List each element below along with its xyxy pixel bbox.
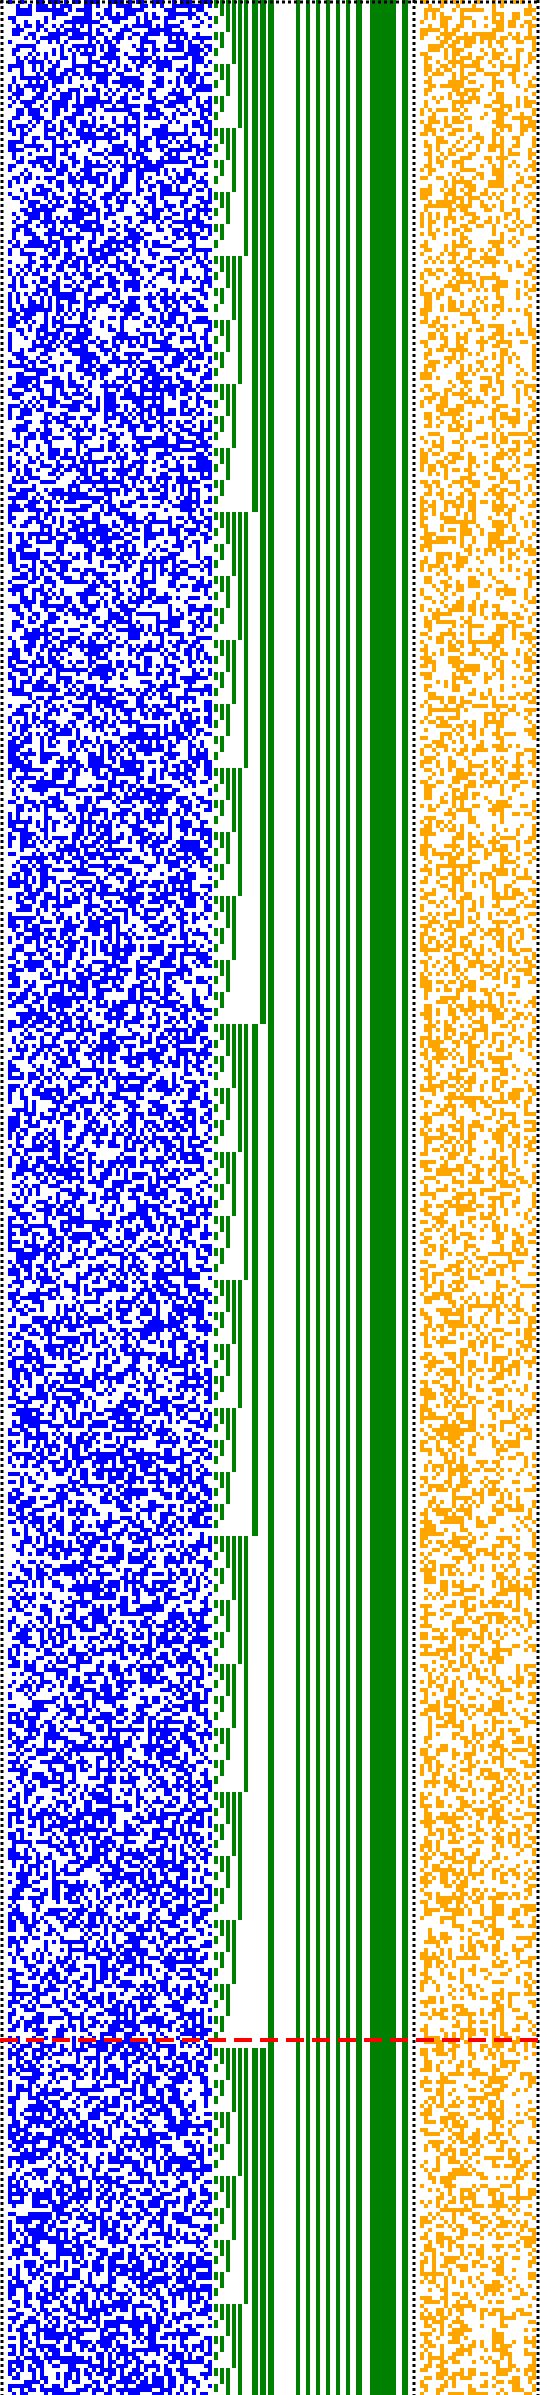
secondary-bits-panel xyxy=(420,0,536,2395)
counter-staircase-panel xyxy=(214,0,408,2395)
random-bits-panel xyxy=(8,0,212,2395)
random-bit-cells xyxy=(8,0,212,2395)
secondary-bit-cells xyxy=(420,0,536,2395)
counter-bit-columns xyxy=(214,0,408,2395)
